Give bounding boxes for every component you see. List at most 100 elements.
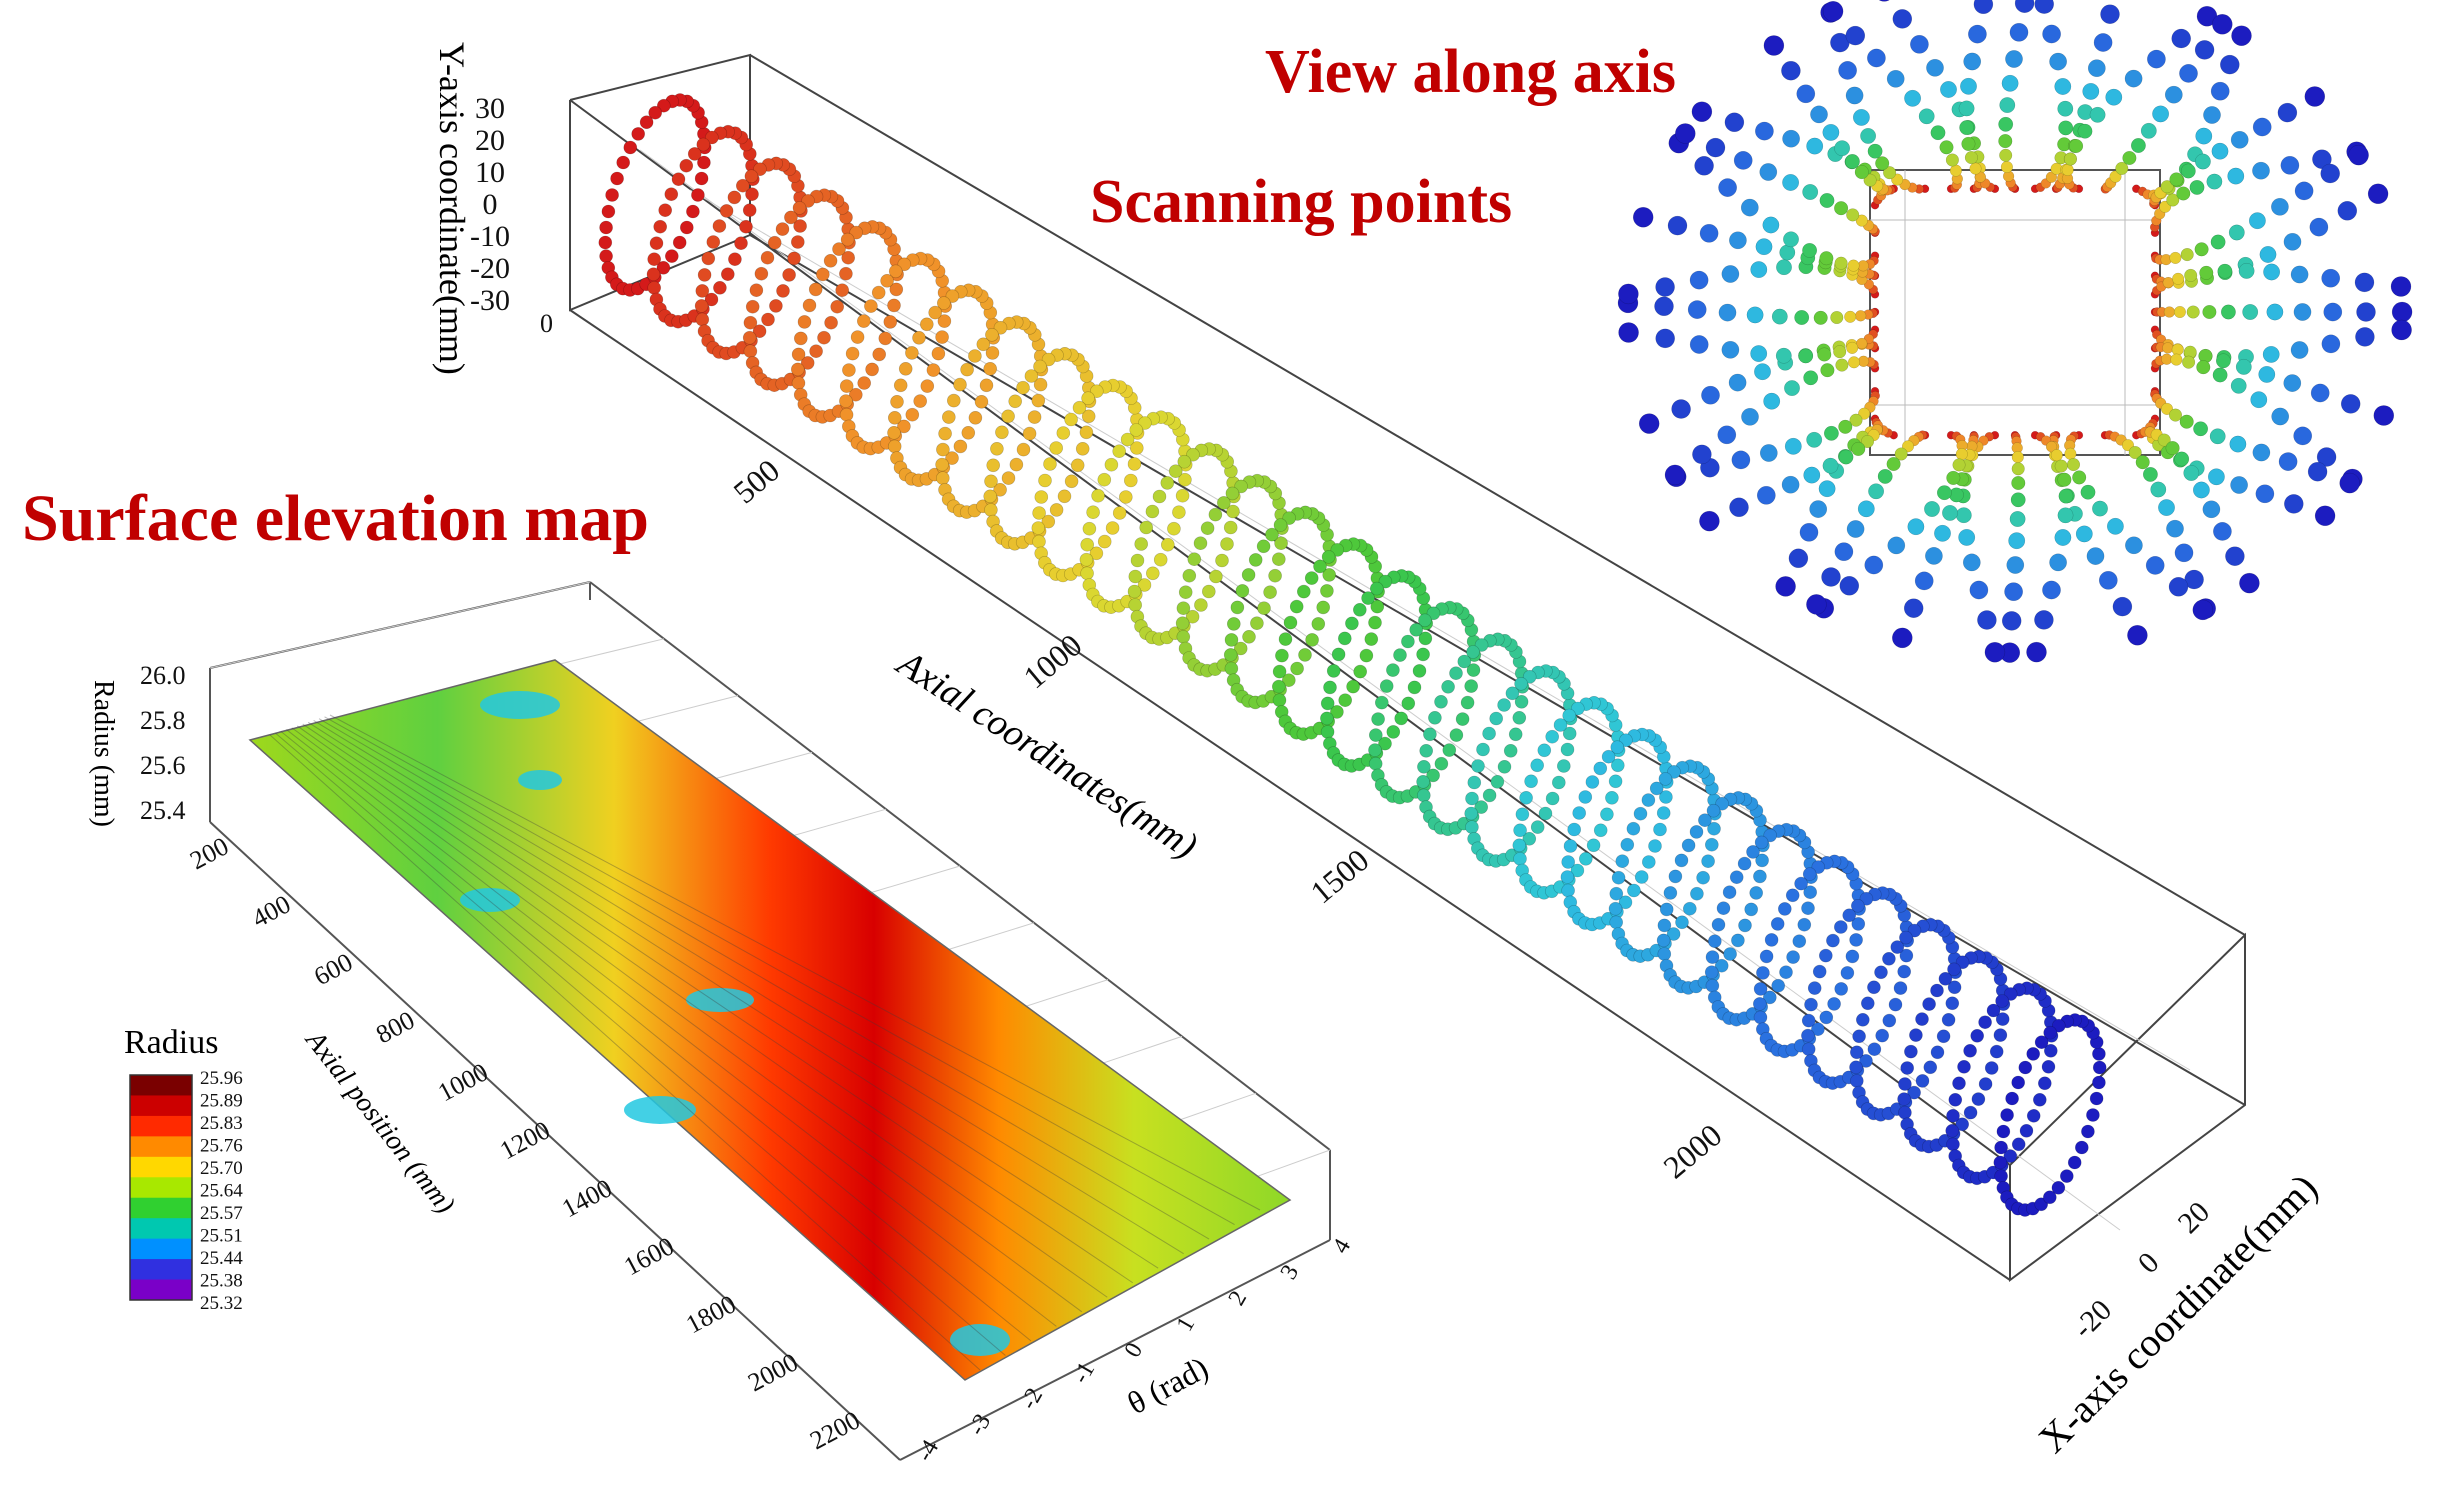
scan-point	[2051, 1181, 2066, 1195]
ring-point	[1823, 425, 1839, 441]
ring-point	[1926, 58, 1944, 77]
ring-point	[2309, 217, 2329, 237]
scan-point	[1851, 898, 1865, 913]
ring-point	[1731, 450, 1751, 470]
scan-point	[1248, 553, 1263, 567]
ring-point	[1830, 310, 1844, 325]
scan-point	[1537, 743, 1552, 758]
scan-point	[985, 327, 999, 342]
legend-swatch	[130, 1238, 192, 1260]
ring-point	[1838, 61, 1857, 80]
ring-point	[2195, 127, 2213, 145]
ring-point	[1671, 399, 1691, 419]
scan-point	[1641, 793, 1656, 807]
ring-point	[2050, 449, 2063, 462]
scan-point	[2043, 1025, 2057, 1040]
scan-point	[694, 171, 709, 186]
scan-point	[1209, 569, 1223, 584]
ring-point	[1930, 125, 1946, 141]
scan-point	[1298, 648, 1312, 662]
ring-point	[1750, 345, 1768, 363]
scan-point	[1474, 638, 1489, 652]
ring-point	[1940, 81, 1957, 98]
ring-point	[2252, 117, 2272, 137]
surface-contour	[269, 734, 981, 1371]
ring-point	[2064, 447, 2077, 460]
surface-contour	[291, 727, 1083, 1313]
scan-point	[735, 178, 750, 193]
ring-point	[2176, 186, 2191, 201]
ring-point	[2266, 303, 2284, 321]
ring-point	[1771, 308, 1788, 325]
scan-point	[1368, 756, 1383, 771]
scan-point	[1922, 997, 1936, 1011]
scan-point	[1753, 997, 1767, 1011]
scan-point	[905, 407, 920, 422]
scan-point	[808, 282, 823, 297]
ring-point	[2310, 383, 2330, 403]
scan-point	[1230, 600, 1245, 615]
scan-point	[2044, 1044, 2058, 1058]
scan-point	[1323, 680, 1337, 695]
scan-point	[1394, 711, 1408, 726]
ring-point	[2337, 201, 2358, 221]
scan-point	[2033, 1093, 2047, 1107]
scan-point	[1786, 950, 1800, 964]
ring-point	[2194, 153, 2211, 170]
ring-point	[1654, 296, 1674, 317]
scan-point	[849, 225, 864, 240]
ring-point	[2207, 468, 2225, 486]
ring-point	[1999, 148, 2013, 162]
scan-point	[1716, 901, 1731, 916]
ring-point	[1705, 137, 1726, 158]
scan-point	[1041, 514, 1056, 529]
scan-point	[1417, 759, 1431, 774]
ring-point	[2227, 167, 2245, 185]
scan-point	[1656, 806, 1671, 820]
ring-point	[2194, 40, 2215, 60]
ring-point	[1762, 216, 1780, 234]
ring-point	[2166, 519, 2184, 538]
ring-point	[2230, 377, 2247, 394]
scan-point	[872, 347, 887, 362]
scan-point	[1297, 584, 1311, 599]
scan-point	[945, 289, 960, 303]
ring-point	[1969, 580, 1989, 600]
scan-point	[647, 252, 662, 267]
surface-low-spot	[460, 888, 520, 912]
ring-point	[2004, 582, 2023, 602]
scan-point	[2092, 1047, 2106, 1061]
scan-point	[1022, 426, 1037, 441]
scanning-points-cloud	[598, 93, 2107, 1217]
surface-contour	[296, 725, 1108, 1298]
scatter-y-tick: -30	[470, 284, 510, 317]
scan-point	[1899, 948, 1914, 963]
ring-point	[1959, 120, 1975, 136]
scan-point	[1426, 606, 1441, 621]
scan-point	[1819, 1010, 1834, 1025]
scan-point	[1079, 425, 1094, 440]
scan-point	[1256, 539, 1271, 554]
ring-point	[1817, 347, 1832, 362]
ring-point	[1918, 108, 1935, 125]
ring-point	[2089, 106, 2106, 123]
ring-point	[2271, 197, 2289, 216]
scan-point	[1417, 788, 1431, 803]
scan-point	[800, 356, 815, 370]
scan-point	[864, 299, 878, 313]
ring-point	[1755, 238, 1773, 256]
scan-point	[888, 264, 903, 279]
ring-point	[2075, 525, 2093, 543]
scan-point	[1861, 996, 1875, 1011]
scan-point	[1220, 537, 1234, 551]
scan-point	[1049, 503, 1064, 517]
scan-point	[2000, 1108, 2014, 1122]
scan-point	[809, 344, 823, 359]
ring-point	[2252, 443, 2271, 462]
scan-point	[1715, 796, 1729, 811]
scan-point	[1091, 488, 1105, 503]
ring-point	[2323, 302, 2343, 322]
scan-point	[1079, 552, 1094, 567]
scan-point	[1128, 569, 1143, 584]
surface-axial-tick: 600	[309, 947, 357, 991]
